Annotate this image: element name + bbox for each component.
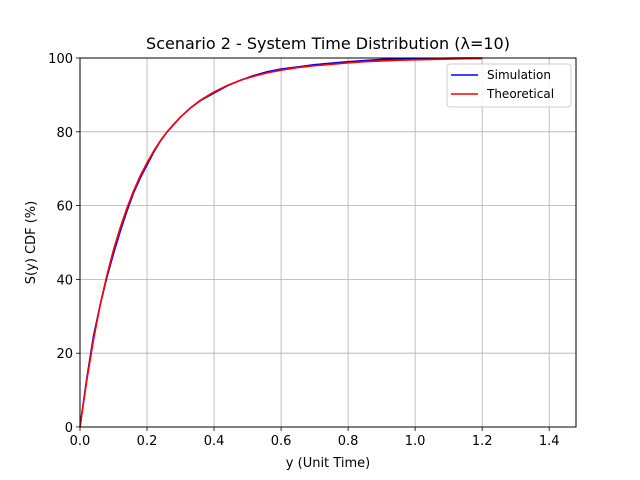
legend-label-theoretical: Theoretical bbox=[486, 87, 554, 101]
series-lines bbox=[79, 57, 483, 428]
x-tick-label: 0.4 bbox=[204, 434, 225, 449]
legend-label-simulation: Simulation bbox=[487, 68, 551, 82]
y-tick-label: 60 bbox=[56, 200, 73, 215]
x-axis-title: y (Unit Time) bbox=[286, 456, 370, 471]
x-tick-label: 1.2 bbox=[472, 434, 493, 449]
x-tick-label: 0.2 bbox=[137, 434, 158, 449]
x-tick-label: 0.6 bbox=[271, 434, 292, 449]
x-tick-label: 0.8 bbox=[338, 434, 359, 449]
chart-title: Scenario 2 - System Time Distribution (λ… bbox=[146, 34, 510, 53]
x-axis-ticks: 0.0 0.2 0.4 0.6 0.8 1.0 1.2 1.4 bbox=[70, 427, 560, 449]
y-axis-ticks: 0 20 40 60 80 100 bbox=[48, 52, 80, 436]
y-tick-label: 40 bbox=[56, 273, 73, 288]
grid bbox=[79, 57, 576, 428]
x-tick-label: 0.0 bbox=[70, 434, 91, 449]
y-axis-title: S(y) CDF (%) bbox=[24, 201, 39, 284]
y-tick-label: 80 bbox=[56, 126, 73, 141]
y-tick-label: 20 bbox=[56, 347, 73, 362]
plot-frame bbox=[79, 57, 577, 428]
x-tick-label: 1.0 bbox=[405, 434, 426, 449]
legend: Simulation Theoretical bbox=[446, 63, 572, 108]
x-tick-label: 1.4 bbox=[539, 434, 560, 449]
y-tick-label: 0 bbox=[65, 421, 73, 436]
y-tick-label: 100 bbox=[48, 52, 73, 67]
series-line-theoretical bbox=[79, 57, 483, 428]
